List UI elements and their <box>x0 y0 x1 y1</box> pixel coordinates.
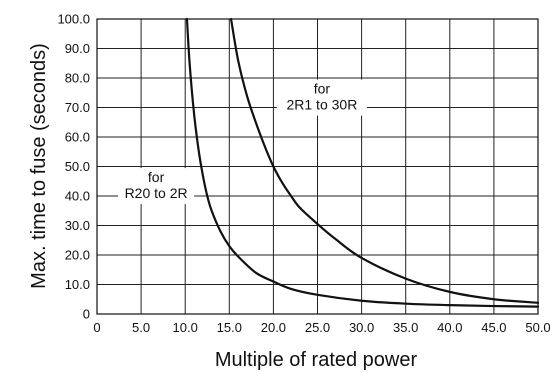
axes-layer: 0 5.0 10.0 15.0 20.0 25.0 30.0 35.0 40.0 45.0 50.0… <box>57 12 550 336</box>
y-tick-label: 10.0 <box>65 277 90 292</box>
x-axis-title: Multiple of rated power <box>215 349 418 371</box>
series-layer <box>185 17 540 308</box>
y-tick-label: 60.0 <box>65 130 90 145</box>
x-tick-label: 0 <box>93 320 100 335</box>
y-tick-label: 100.0 <box>57 12 90 27</box>
y-tick-label: 20.0 <box>65 248 90 263</box>
x-tick-label: 45.0 <box>481 320 506 335</box>
curve-label-line: for <box>314 81 331 97</box>
y-tick-label: 30.0 <box>65 218 90 233</box>
series-r20-to-2r-curve <box>185 17 540 308</box>
label-background <box>276 79 367 116</box>
y-tick-label: 40.0 <box>65 189 90 204</box>
grid-layer <box>97 19 538 314</box>
y-axis-title: Max. time to fuse (seconds) <box>28 43 50 289</box>
x-tick-label: 5.0 <box>132 320 150 335</box>
y-tick-label: 90.0 <box>65 41 90 56</box>
curve-label-line: R20 to 2R <box>125 185 188 201</box>
curve-label-line: for <box>148 169 165 185</box>
x-tick-label: 50.0 <box>525 320 550 335</box>
series-2r1-to-30r-curve <box>229 17 540 304</box>
x-tick-label: 25.0 <box>305 320 330 335</box>
label-background <box>118 168 195 205</box>
x-tick-label: 10.0 <box>173 320 198 335</box>
y-tick-label: 0 <box>83 307 90 322</box>
curve-label-line: 2R1 to 30R <box>286 97 357 113</box>
plot-frame <box>96 18 539 315</box>
y-tick-label: 50.0 <box>65 159 90 174</box>
x-tick-label: 40.0 <box>437 320 462 335</box>
y-tick-label: 70.0 <box>65 100 90 115</box>
x-tick-label: 35.0 <box>393 320 418 335</box>
y-tick-label: 80.0 <box>65 71 90 86</box>
x-tick-label: 15.0 <box>217 320 242 335</box>
x-tick-label: 20.0 <box>261 320 286 335</box>
x-tick-label: 30.0 <box>349 320 374 335</box>
